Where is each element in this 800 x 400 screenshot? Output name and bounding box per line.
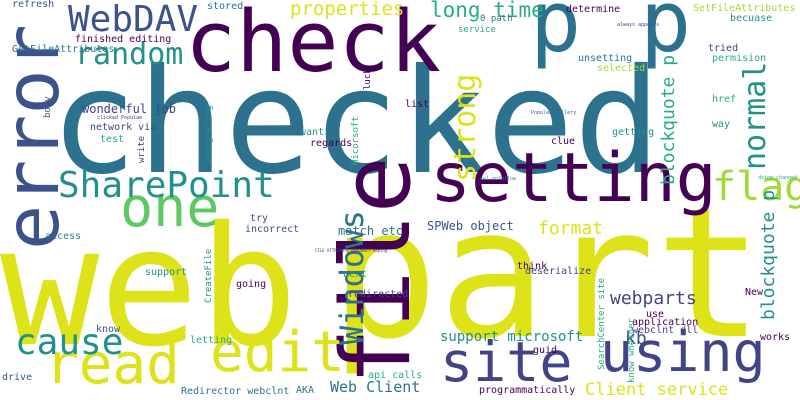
word-blockquote-p: blockquote p (658, 54, 679, 185)
word-redirected: redirected (348, 289, 409, 300)
word-selected: selected (597, 63, 646, 74)
word-know: know (96, 324, 121, 335)
word-determine: determine (566, 4, 621, 15)
word-next: next (343, 269, 368, 280)
word-redirector-webclnt: Redirector webclnt (181, 386, 290, 397)
word-way: way (712, 119, 731, 130)
word-format: format (538, 218, 604, 239)
word-clue: clue (551, 136, 576, 147)
word-doing-changed: doing changed (758, 175, 798, 181)
word-0-path: 0 path (480, 14, 513, 24)
word-think: think (517, 261, 548, 272)
word-integrating: integrating (204, 105, 214, 165)
word-wonderful-job: wonderful job (82, 102, 176, 116)
word-body: body (43, 96, 53, 118)
word-populae-gallery: Populae Gallery (531, 110, 577, 116)
word-regards: regards (310, 138, 353, 149)
word-client-service: Client service (585, 380, 729, 400)
word-web-client: Web Client (330, 378, 421, 396)
word-support: support (145, 267, 188, 278)
word-sharepoint: SharePoint (58, 165, 275, 206)
word-access: access (45, 231, 82, 242)
word-works: works (760, 332, 791, 343)
word-try: try (250, 213, 269, 224)
word-site: site (440, 330, 573, 394)
word-file-attribute-readonly-hoping: FILE ATTRIBUTE READONLY hoping (315, 248, 388, 253)
word-normal: normal (738, 61, 773, 170)
word-network-via: network via (90, 122, 157, 133)
word-p: p (640, 0, 692, 72)
word-check: check (185, 0, 441, 92)
word-drive: drive (2, 372, 33, 383)
word-web: web (0, 191, 299, 383)
word-long-time: long time (430, 0, 544, 22)
word-incorrect: incorrect (245, 224, 300, 235)
word-going: going (236, 279, 267, 290)
word-application: application (632, 317, 699, 328)
word-random: random (75, 37, 184, 72)
word-p: p (530, 0, 582, 72)
word-strong: strong (448, 73, 483, 182)
word-spweb-object: SPWeb object (427, 219, 514, 233)
word-flag: flag (712, 164, 800, 210)
word-using: using (600, 320, 766, 384)
word-test: test (100, 134, 125, 145)
word-aka: AKA (296, 385, 315, 396)
word-micorsoft: Micorsoft (351, 116, 361, 165)
word-properties: properties (290, 0, 405, 20)
word-clicked-populae: clicked Populae (97, 115, 143, 121)
word-cause: cause (15, 322, 124, 363)
word-write: write (137, 135, 147, 163)
word-webclnt-dll: webclnt dll (632, 325, 699, 336)
word-unsetting: unsetting (578, 53, 633, 64)
word-service: service (458, 25, 496, 35)
word-searchcenter-site: SearchCenter site (597, 277, 607, 370)
word-list: list (405, 99, 430, 110)
word-read: read (45, 332, 180, 397)
word-becuase: becuase (730, 13, 773, 24)
word-getting: getting (612, 127, 655, 138)
word-checked: checked (50, 38, 662, 207)
word-permision: permision (712, 53, 767, 64)
word-want: want (300, 127, 325, 138)
word-part: part (330, 170, 764, 379)
word-refresh: refresh (12, 0, 55, 10)
word-guid: guid (533, 345, 558, 356)
word-support-microsoft: support microsoft (440, 329, 584, 345)
word-blockquote-p: blockquote p (758, 189, 779, 320)
word-always-appears: always appears (617, 22, 660, 28)
word-api-calls: api calls (368, 370, 423, 381)
word-stored: stored (207, 1, 244, 12)
word-finished-editing: finished editing (75, 34, 172, 45)
word-setting: setting (430, 139, 717, 218)
word-href: href (712, 94, 737, 105)
word-letting: letting (190, 335, 233, 346)
word-getfileattributes: GetFileAttributes (12, 44, 115, 55)
word-error: error (0, 24, 76, 250)
word-one: one (120, 175, 220, 239)
word-deserialize: deserialize (525, 266, 592, 277)
word-webdav: WebDAV (68, 0, 199, 40)
word-cel-nofollow: cel nofollow (480, 176, 517, 182)
word-match-etc: match etc (338, 224, 404, 238)
word-edit: edit (210, 320, 345, 385)
word-programmatically: programmatically (479, 385, 576, 396)
word-tried: tried (708, 43, 739, 54)
word-webparts: webparts (610, 288, 697, 309)
word-kb: kb (625, 328, 647, 349)
word-use: use (646, 309, 665, 320)
word-setfileattributes: SetFileAttributes (693, 3, 796, 14)
word-luck: luck (363, 68, 373, 90)
word-new: New (745, 287, 764, 298)
word-createfile: CreateFile (204, 248, 214, 303)
